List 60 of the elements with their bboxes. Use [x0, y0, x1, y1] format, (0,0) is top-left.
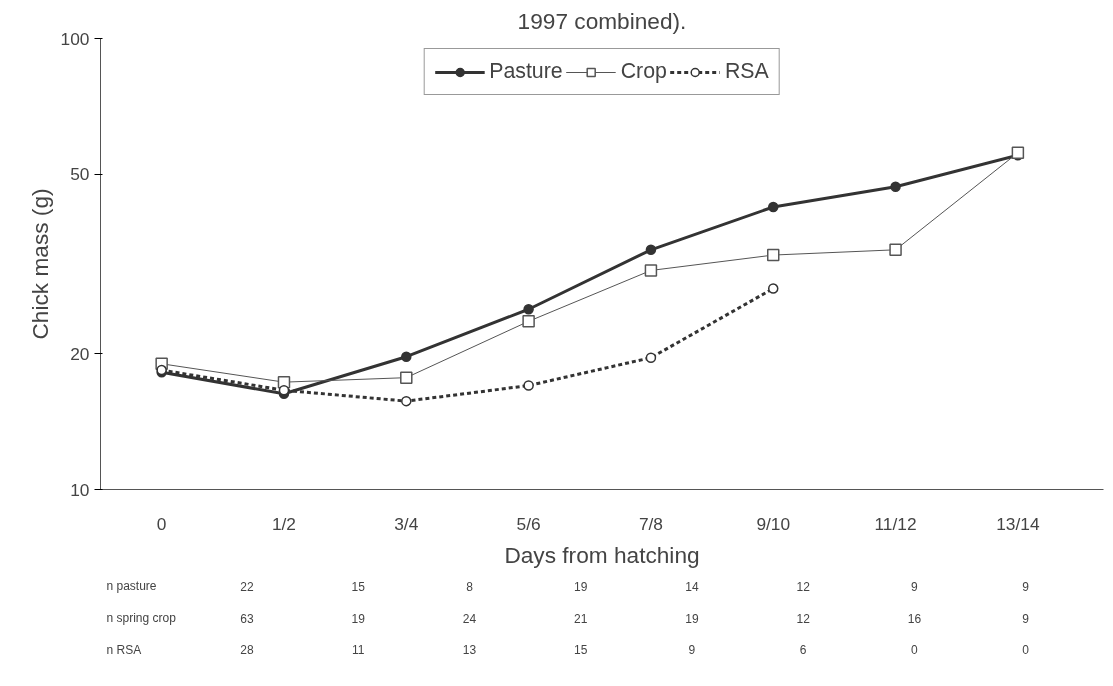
point — [522, 315, 535, 328]
x-tick-label: 9/10 — [756, 513, 791, 534]
point — [645, 244, 657, 256]
point — [766, 248, 780, 262]
text: 14 — [685, 579, 699, 594]
text: 9 — [1022, 611, 1030, 626]
y-tick-label: 50 — [70, 164, 90, 185]
text: 16 — [907, 611, 922, 626]
x-tick-label: 1/2 — [271, 513, 297, 534]
text: 28 — [240, 643, 255, 658]
y-tick-label: 100 — [60, 28, 90, 49]
text: 12 — [796, 611, 811, 626]
text: 0 — [1022, 643, 1030, 658]
point — [767, 201, 779, 213]
text: 19 — [351, 611, 366, 626]
text: 22 — [240, 579, 255, 594]
text: 15 — [574, 643, 588, 658]
point — [400, 371, 413, 384]
text: 11 — [352, 643, 365, 658]
text: 0 — [911, 643, 919, 658]
text: n spring crop — [106, 611, 177, 625]
point — [767, 283, 779, 294]
point — [523, 380, 534, 391]
point — [401, 395, 412, 407]
text: 19 — [685, 611, 699, 626]
text: 12 — [796, 579, 811, 594]
text: n RSA — [106, 642, 142, 657]
point — [523, 304, 534, 315]
text: 19 — [574, 579, 588, 594]
text: 13 — [462, 643, 477, 658]
x-tick-label: 13/14 — [996, 513, 1040, 534]
point — [889, 243, 902, 257]
legend-label: Crop — [620, 59, 667, 84]
text: 63 — [240, 611, 255, 626]
text: 21 — [574, 611, 588, 626]
text: 15 — [351, 579, 366, 594]
y-tick-label: 10 — [70, 479, 90, 500]
point — [644, 264, 658, 277]
y-axis-title: Chick mass (g) — [26, 188, 53, 340]
legend-label: RSA — [724, 59, 769, 84]
point — [1011, 146, 1025, 160]
text: 8 — [466, 579, 474, 594]
x-tick-label: 0 — [156, 513, 167, 534]
text: n pasture — [106, 579, 157, 594]
y-tick-label: 20 — [70, 343, 90, 364]
x-axis-title: Days from hatching — [504, 541, 700, 568]
x-tick-label: 3/4 — [394, 513, 419, 534]
point — [401, 351, 412, 362]
x-tick-label: 5/6 — [516, 513, 541, 534]
text: 9 — [911, 579, 919, 594]
legend-label: Pasture — [489, 59, 563, 84]
point — [645, 352, 657, 363]
chart-title: 1997 combined). — [517, 7, 687, 34]
text: 9 — [688, 643, 696, 658]
point — [890, 181, 901, 193]
x-tick-label: 11/12 — [874, 513, 917, 534]
text: 9 — [1022, 579, 1030, 594]
text: 6 — [799, 643, 807, 658]
x-tick-label: 7/8 — [638, 513, 663, 534]
text: 24 — [462, 611, 477, 626]
